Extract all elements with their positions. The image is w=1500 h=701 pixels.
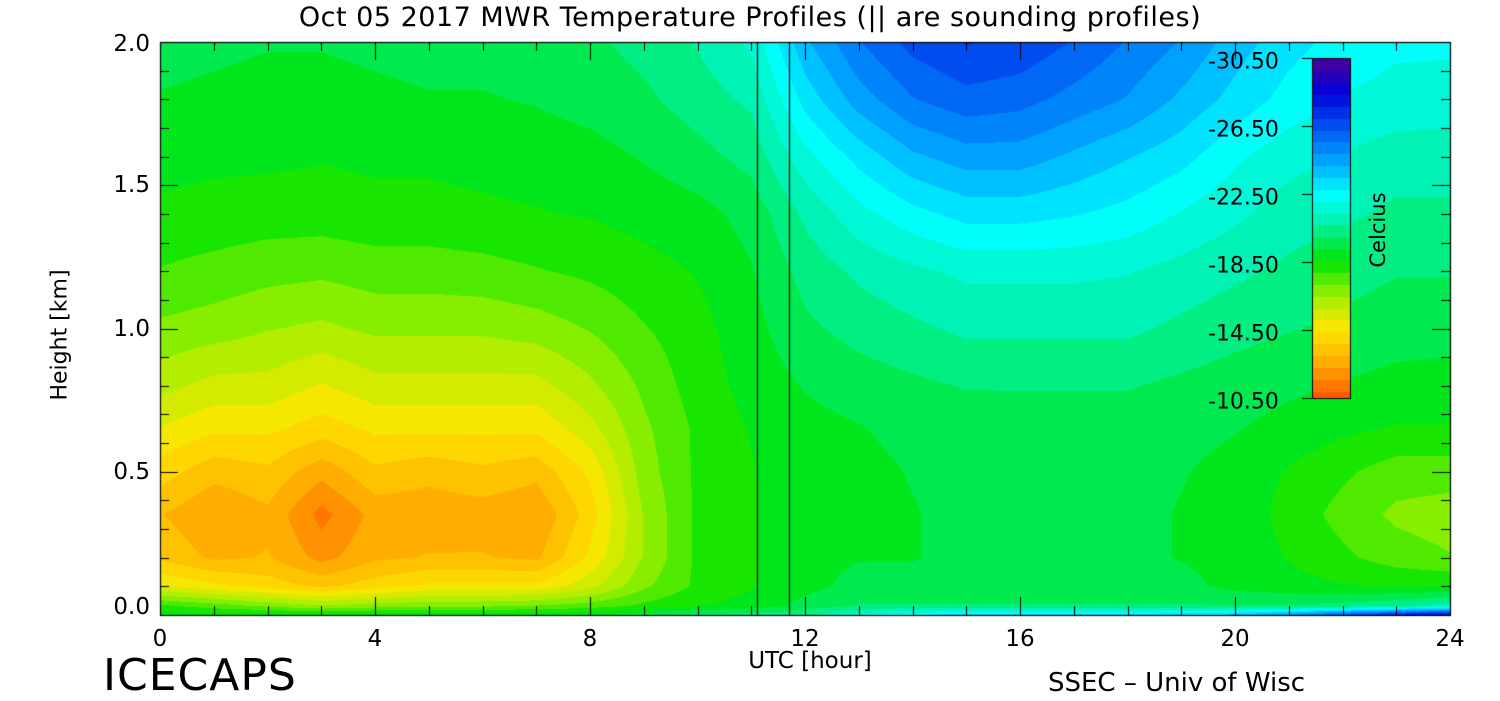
x-tick-label: 0 [152, 626, 168, 652]
y-axis-label: Height [km] [47, 269, 73, 401]
x-tick-label: 20 [1220, 626, 1250, 652]
y-tick-label: 1.0 [113, 315, 150, 342]
chart-title: Oct 05 2017 MWR Temperature Profiles (||… [298, 2, 1202, 33]
colorbar-label: Celcius [1366, 192, 1390, 268]
y-tick-label: 0.0 [113, 594, 150, 620]
right-footer-text: SSEC – Univ of Wisc [1048, 668, 1306, 698]
x-axis-label: UTC [hour] [748, 648, 872, 674]
x-tick-label: 4 [367, 626, 383, 652]
colorbar-tick-label: -10.50 [1208, 389, 1279, 415]
left-footer-text: ICECAPS [103, 650, 297, 701]
y-tick-label: 2.0 [113, 31, 150, 57]
colorbar-tick-label: -26.50 [1208, 117, 1279, 143]
colorbar-tick-label: -30.50 [1208, 49, 1279, 75]
y-tick-label: 1.5 [113, 172, 150, 199]
x-tick-label: 16 [1005, 626, 1035, 652]
colorbar-tick-label: -22.50 [1208, 185, 1279, 211]
x-tick-label: 8 [582, 626, 598, 652]
y-tick-label: 0.5 [113, 458, 150, 485]
x-tick-label: 12 [790, 626, 820, 652]
colorbar-tick-label: -14.50 [1208, 321, 1279, 347]
x-tick-label: 24 [1435, 626, 1465, 652]
colorbar-tick-label: -18.50 [1208, 253, 1279, 279]
